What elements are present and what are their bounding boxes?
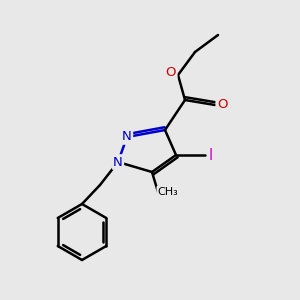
Text: N: N: [113, 155, 123, 169]
Text: O: O: [217, 98, 227, 112]
Text: O: O: [166, 67, 176, 80]
Text: I: I: [209, 148, 213, 163]
Text: CH₃: CH₃: [158, 187, 178, 197]
Text: N: N: [122, 130, 132, 143]
